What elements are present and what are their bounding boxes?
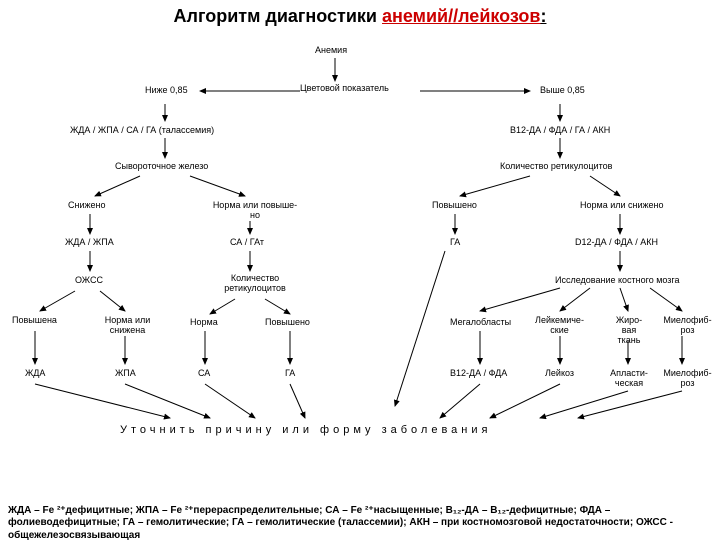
node-ga: ГА (450, 238, 460, 248)
node-norm-inc: Норма или повыше- но (210, 201, 300, 221)
node-dec: Снижено (68, 201, 106, 211)
node-zhda: ЖДА (25, 369, 45, 379)
node-zhda-zhpa: ЖДА / ЖПА (65, 238, 114, 248)
node-sa-gat: СА / ГАт (230, 238, 264, 248)
node-inc3: Повышено (265, 318, 310, 328)
node-zhpa: ЖПА (115, 369, 136, 379)
node-leukoz: Лейкоз (545, 369, 574, 379)
node-leuk-tiss: Лейкемиче- ские (532, 316, 587, 336)
footer-abbrev: ЖДА – Fe ²⁺дефицитные; ЖПА – Fe ²⁺перера… (8, 505, 712, 543)
node-low: Ниже 0,85 (145, 86, 188, 96)
node-norm-dec2: Норма или снижена (100, 316, 155, 336)
node-fat-tiss: Жиро- вая ткань (610, 316, 648, 346)
node-retic-l: Количество ретикулоцитов (220, 274, 290, 294)
node-cp: Цветовой показатель (300, 84, 389, 94)
node-megalo: Мегалобласты (450, 318, 511, 328)
node-aplast: Апласти- ческая (605, 369, 653, 389)
node-grp-high: В12-ДА / ФДА / ГА / АКН (510, 126, 610, 136)
node-ga2: ГА (285, 369, 295, 379)
node-serum-fe: Сывороточное железо (115, 162, 208, 172)
node-myelofib1: Миелофиб- роз (660, 316, 715, 336)
node-anemia: Анемия (315, 46, 347, 56)
node-marrow: Исследование костного мозга (555, 276, 680, 286)
node-norm-dec: Норма или снижено (580, 201, 664, 211)
node-ozhss: ОЖСС (75, 276, 103, 286)
node-myelofib2: Миелофиб- роз (660, 369, 715, 389)
node-sa: СА (198, 369, 210, 379)
node-retic-r: Количество ретикулоцитов (500, 162, 612, 172)
node-d12: D12-ДА / ФДА / АКН (575, 238, 658, 248)
node-norm: Норма (190, 318, 218, 328)
node-final: Уточнить причину или форму заболевания (120, 424, 491, 436)
node-inc: Повышено (432, 201, 477, 211)
node-grp-low: ЖДА / ЖПА / СА / ГА (талассемия) (70, 126, 214, 136)
node-high: Выше 0,85 (540, 86, 585, 96)
node-inc2: Повышена (12, 316, 57, 326)
node-b12fda: В12-ДА / ФДА (450, 369, 507, 379)
